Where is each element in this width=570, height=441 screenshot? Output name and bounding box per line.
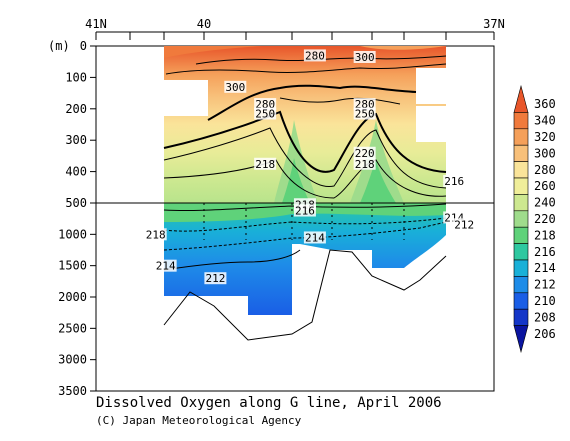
colorbar-swatch <box>513 194 529 212</box>
colorbar-label: 340 <box>534 114 556 128</box>
colorbar: 360 340 320 300 280 260 240 220 218 216 214 212 210 2… <box>513 84 556 354</box>
colorbar-swatch <box>513 259 529 277</box>
high-oxygen-surface-patch <box>164 46 262 58</box>
contour-label-bg <box>293 204 316 217</box>
colorbar-swatch <box>513 325 529 354</box>
contour-label: 300 <box>355 51 375 64</box>
y-tick-label: 3500 <box>58 384 87 398</box>
nodata-mask <box>416 106 446 142</box>
nodata-mask <box>416 68 446 104</box>
colorbar-swatch <box>513 144 529 162</box>
y-tick-label: 400 <box>65 165 87 179</box>
top-axis-ticks <box>95 32 495 40</box>
contour-label: 212 <box>205 272 225 285</box>
x-tick-label: 41N <box>85 17 107 31</box>
low-oxygen-ridge-east-core <box>360 160 396 203</box>
low-oxygen-ridge-west-core <box>282 158 310 203</box>
colorbar-swatch <box>513 226 529 244</box>
colorbar-swatch <box>513 308 529 326</box>
colorbar-label: 240 <box>534 196 556 210</box>
y-tick-label: 0 <box>80 39 87 53</box>
y-tick-label: 200 <box>65 102 87 116</box>
contour-label-bg <box>303 49 326 62</box>
y-tick-label: 3000 <box>58 353 87 367</box>
contour-label: 220 <box>355 147 375 160</box>
contour-label: 250 <box>355 108 375 121</box>
contour-label: 218 <box>255 158 275 171</box>
contour-label-bg <box>254 98 277 111</box>
contour-label-bg <box>204 272 227 285</box>
station-lines <box>203 203 405 240</box>
colorbar-label: 218 <box>534 228 556 242</box>
contour-label-bg <box>353 50 376 63</box>
contour-labels: 2803003002802502802502202182182162182162… <box>144 49 476 285</box>
contour-label: 280 <box>305 49 325 62</box>
colorbar-label: 220 <box>534 212 556 226</box>
bottom-topography-line <box>163 249 447 341</box>
contour-label-bg <box>224 80 247 93</box>
colorbar-swatch <box>513 128 529 146</box>
y-tick-label: 1000 <box>58 227 87 241</box>
y-axis-label: (m) <box>48 39 70 53</box>
y-axis-ticks-lower: 1000 1500 2000 2500 3000 3500 <box>58 227 96 398</box>
nodata-mask <box>164 80 208 116</box>
colorbar-label: 206 <box>534 327 556 341</box>
contour-label-bg <box>303 231 326 244</box>
contour-label: 250 <box>255 108 275 121</box>
colorbar-label: 212 <box>534 278 556 292</box>
y-tick-label: 300 <box>65 133 87 147</box>
contour-label-bg <box>254 107 277 120</box>
contour-lines-upper <box>163 55 447 199</box>
high-oxygen-surface-patch-east <box>360 46 446 50</box>
contour-label-bg <box>353 146 376 159</box>
contour-label-bg <box>353 107 376 120</box>
x-tick-label: 40 <box>197 17 211 31</box>
colorbar-swatch <box>513 112 529 130</box>
contour-label-bg <box>353 157 376 170</box>
colorbar-label: 360 <box>534 97 556 111</box>
colorbar-label: 216 <box>534 245 556 259</box>
contour-label-bg <box>453 218 476 231</box>
contour-lines-lower <box>163 203 447 271</box>
chart-credit: (C) Japan Meteorological Agency <box>96 414 302 427</box>
colorbar-label: 280 <box>534 163 556 177</box>
contour-label: 300 <box>225 81 245 94</box>
contour-label-bg <box>353 98 376 111</box>
y-tick-label: 500 <box>65 196 87 210</box>
contour-label-bg <box>254 157 277 170</box>
contour-label-bg <box>443 175 466 188</box>
lower-oxygen-field <box>164 203 446 315</box>
low-oxygen-ridge-west <box>274 120 318 203</box>
contour-label: 214 <box>156 260 176 273</box>
contour-label: 216 <box>444 175 464 188</box>
contour-label: 218 <box>146 228 166 241</box>
colorbar-swatch <box>513 84 529 113</box>
colorbar-swatch <box>513 161 529 179</box>
contour-label: 214 <box>305 231 325 244</box>
y-tick-label: 1500 <box>58 259 87 273</box>
colorbar-swatch <box>513 210 529 228</box>
contour-label: 216 <box>295 205 315 218</box>
y-tick-label: 100 <box>65 70 87 84</box>
colorbar-label: 260 <box>534 179 556 193</box>
colorbar-swatch <box>513 177 529 195</box>
contour-label: 218 <box>355 158 375 171</box>
colorbar-swatch <box>513 243 529 261</box>
contour-label-bg <box>144 228 167 241</box>
colorbar-label: 208 <box>534 310 556 324</box>
colorbar-swatch <box>513 292 529 310</box>
colorbar-label: 214 <box>534 261 556 275</box>
contour-label-bg <box>154 259 177 272</box>
colorbar-label: 300 <box>534 146 556 160</box>
y-tick-label: 2000 <box>58 290 87 304</box>
colorbar-label: 320 <box>534 130 556 144</box>
x-tick-label: 37N <box>483 17 505 31</box>
chart-title: Dissolved Oxygen along G line, April 200… <box>96 395 442 411</box>
colorbar-swatch <box>513 276 529 294</box>
y-tick-label: 2500 <box>58 321 87 335</box>
colorbar-label: 210 <box>534 294 556 308</box>
y-axis-ticks-upper: 0 100 200 300 400 500 <box>65 39 96 210</box>
contour-label: 212 <box>454 218 474 231</box>
